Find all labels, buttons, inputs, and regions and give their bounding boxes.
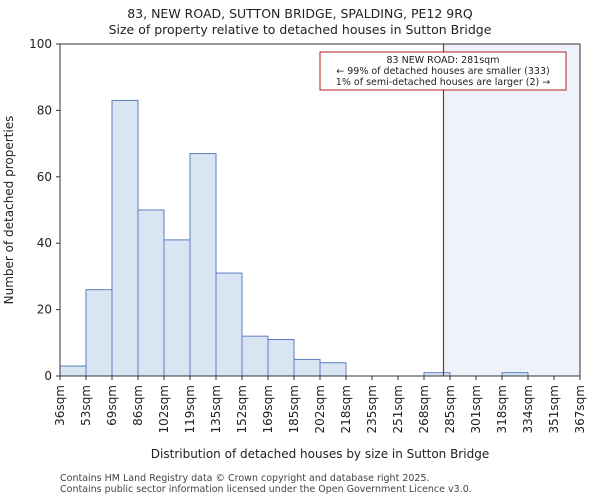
x-tick-label-351sqm: 351sqm — [547, 385, 561, 433]
x-tick-label-202sqm: 202sqm — [313, 385, 327, 433]
x-tick-label-53sqm: 53sqm — [79, 385, 93, 426]
x-tick-label-334sqm: 334sqm — [521, 385, 535, 433]
annotation-line-3: 1% of semi-detached houses are larger (2… — [336, 77, 550, 88]
x-tick-label-251sqm: 251sqm — [391, 385, 405, 433]
y-tick-label-40: 40 — [37, 236, 52, 250]
x-tick-label-268sqm: 268sqm — [417, 385, 431, 433]
bar-202sqm — [319, 362, 347, 377]
x-tick-label-102sqm: 102sqm — [157, 385, 171, 433]
bar-53sqm — [85, 289, 113, 377]
x-tick-label-218sqm: 218sqm — [339, 385, 353, 433]
annotation-line-1: 83 NEW ROAD: 281sqm — [387, 55, 500, 66]
x-tick-label-135sqm: 135sqm — [209, 385, 223, 433]
footer-licence: Contains public sector information licen… — [60, 484, 472, 495]
bar-69sqm — [111, 99, 139, 377]
bar-185sqm — [293, 358, 321, 377]
bar-135sqm — [215, 272, 243, 377]
x-tick-label-36sqm: 36sqm — [53, 385, 67, 426]
x-tick-label-185sqm: 185sqm — [287, 385, 301, 433]
x-tick-label-169sqm: 169sqm — [261, 385, 275, 433]
x-tick-label-69sqm: 69sqm — [105, 385, 119, 426]
chart-title-line1: 83, NEW ROAD, SUTTON BRIDGE, SPALDING, P… — [127, 6, 473, 21]
highlight-region — [443, 44, 580, 376]
y-axis-label: Number of detached properties — [2, 116, 16, 305]
footer-copyright: Contains HM Land Registry data © Crown c… — [60, 473, 430, 484]
x-tick-label-86sqm: 86sqm — [131, 385, 145, 426]
x-axis-label: Distribution of detached houses by size … — [151, 447, 489, 461]
bar-169sqm — [267, 338, 295, 377]
x-tick-label-235sqm: 235sqm — [365, 385, 379, 433]
x-tick-label-285sqm: 285sqm — [443, 385, 457, 433]
x-tick-label-301sqm: 301sqm — [469, 385, 483, 433]
x-tick-label-119sqm: 119sqm — [183, 385, 197, 433]
x-tick-label-152sqm: 152sqm — [235, 385, 249, 433]
y-tick-label-100: 100 — [29, 37, 52, 51]
x-tick-label-318sqm: 318sqm — [495, 385, 509, 433]
chart-title-line2: Size of property relative to detached ho… — [108, 22, 492, 37]
y-tick-label-80: 80 — [37, 103, 52, 117]
y-tick-label-20: 20 — [37, 303, 52, 317]
annotation-line-2: ← 99% of detached houses are smaller (33… — [336, 66, 549, 77]
bar-86sqm — [137, 209, 165, 377]
bar-152sqm — [241, 335, 269, 377]
bar-36sqm — [59, 365, 87, 377]
annotation-box — [319, 51, 567, 91]
y-tick-label-60: 60 — [37, 170, 52, 184]
y-tick-label-0: 0 — [44, 369, 52, 383]
bar-119sqm — [189, 153, 217, 377]
x-tick-label-367sqm: 367sqm — [573, 385, 587, 433]
bar-102sqm — [163, 239, 191, 377]
